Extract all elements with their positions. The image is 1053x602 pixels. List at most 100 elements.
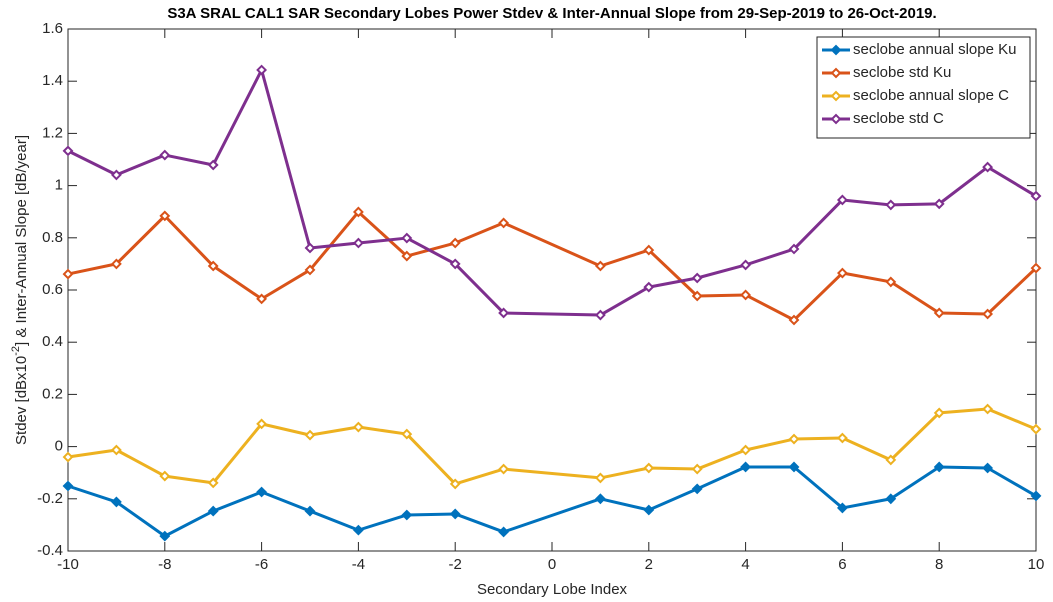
data-point xyxy=(836,267,848,279)
x-tick-label: 0 xyxy=(548,556,556,573)
y-axis-label-superscript: -2 xyxy=(10,346,22,356)
data-point xyxy=(740,461,752,473)
data-point xyxy=(836,194,848,206)
data-point xyxy=(643,504,655,516)
series-line xyxy=(67,68,1037,317)
x-tick-label: -8 xyxy=(158,556,171,573)
data-point xyxy=(498,463,510,475)
y-axis-label-part: ] & Inter-Annual Slope [dB/year] xyxy=(13,135,30,346)
data-point xyxy=(594,472,606,484)
y-tick-label: 1.4 xyxy=(42,72,63,89)
data-point xyxy=(256,486,268,498)
legend-label: seclobe std Ku xyxy=(853,64,951,81)
data-point xyxy=(788,461,800,473)
x-tick-label: 6 xyxy=(838,556,846,573)
y-tick-label: 0.8 xyxy=(42,229,63,246)
data-point xyxy=(352,421,364,433)
data-point xyxy=(110,444,122,456)
data-point xyxy=(982,403,994,415)
chart-title: S3A SRAL CAL1 SAR Secondary Lobes Power … xyxy=(167,5,936,22)
data-point xyxy=(933,461,945,473)
data-point xyxy=(352,524,364,536)
x-tick-label: -6 xyxy=(255,556,268,573)
series-line xyxy=(67,210,1038,322)
data-point xyxy=(304,505,316,517)
data-point xyxy=(691,463,703,475)
series-line xyxy=(67,465,1037,538)
data-point xyxy=(885,276,897,288)
x-tick-label: 8 xyxy=(935,556,943,573)
legend-marker xyxy=(830,44,842,56)
data-point xyxy=(594,309,606,321)
data-point xyxy=(1030,190,1042,202)
y-tick-label: 0.6 xyxy=(42,281,63,298)
data-point xyxy=(62,268,74,280)
data-point xyxy=(449,237,461,249)
data-point xyxy=(740,444,752,456)
data-point xyxy=(62,451,74,463)
data-point xyxy=(62,480,74,492)
data-point xyxy=(691,483,703,495)
data-point xyxy=(1030,262,1042,274)
data-point xyxy=(498,526,510,538)
data-point xyxy=(110,496,122,508)
data-point xyxy=(836,502,848,514)
data-point xyxy=(304,242,316,254)
legend-marker xyxy=(830,67,842,79)
data-point xyxy=(1030,490,1042,502)
data-point xyxy=(788,243,800,255)
data-point xyxy=(933,407,945,419)
data-point xyxy=(159,470,171,482)
data-point xyxy=(159,530,171,542)
x-tick-label: 4 xyxy=(741,556,749,573)
data-point xyxy=(982,462,994,474)
legend-marker xyxy=(830,113,842,125)
data-point xyxy=(788,314,800,326)
data-point xyxy=(256,64,268,76)
data-point xyxy=(62,145,74,157)
y-axis-label-part: Stdev [dBx10 xyxy=(13,356,30,445)
y-tick-label: 0.4 xyxy=(42,333,63,350)
data-point xyxy=(1030,423,1042,435)
data-point xyxy=(304,429,316,441)
data-point xyxy=(836,432,848,444)
y-tick-label: -0.4 xyxy=(37,542,63,559)
data-point xyxy=(982,161,994,173)
data-point xyxy=(401,232,413,244)
data-point xyxy=(449,478,461,490)
data-point xyxy=(740,259,752,271)
data-point xyxy=(110,258,122,270)
data-point xyxy=(207,159,219,171)
data-point xyxy=(159,149,171,161)
data-point xyxy=(594,260,606,272)
data-point xyxy=(740,289,752,301)
data-point xyxy=(256,293,268,305)
data-point xyxy=(982,308,994,320)
data-point xyxy=(498,217,510,229)
data-point xyxy=(643,462,655,474)
data-point xyxy=(885,454,897,466)
data-point xyxy=(691,272,703,284)
data-point xyxy=(304,264,316,276)
data-point xyxy=(933,307,945,319)
data-point xyxy=(352,206,364,218)
y-tick-label: 1.6 xyxy=(42,20,63,37)
series-line xyxy=(67,407,1037,486)
data-point xyxy=(594,493,606,505)
data-point xyxy=(885,493,897,505)
data-point xyxy=(401,250,413,262)
data-point xyxy=(449,258,461,270)
data-point xyxy=(498,307,510,319)
x-tick-label: -2 xyxy=(449,556,462,573)
data-point xyxy=(352,237,364,249)
x-axis-label: Secondary Lobe Index xyxy=(477,581,628,598)
y-tick-label: 1 xyxy=(55,177,63,194)
y-tick-label: 0.2 xyxy=(42,385,63,402)
data-point xyxy=(401,509,413,521)
data-point xyxy=(643,244,655,256)
x-tick-label: 10 xyxy=(1028,556,1045,573)
data-point xyxy=(449,508,461,520)
legend-marker xyxy=(830,90,842,102)
data-point xyxy=(207,260,219,272)
